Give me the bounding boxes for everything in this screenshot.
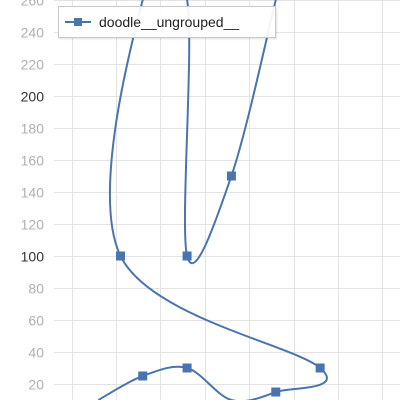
grid [54, 0, 400, 400]
y-tick-label: 100 [21, 249, 45, 265]
y-tick-label: 180 [21, 121, 45, 137]
y-tick-label: 20 [28, 377, 44, 393]
series-line [97, 0, 328, 400]
y-tick-label: 120 [21, 217, 45, 233]
y-tick-label: 200 [21, 89, 45, 105]
y-tick-label: 40 [28, 345, 44, 361]
y-tick-label: 60 [28, 313, 44, 329]
y-tick-label: 80 [28, 281, 44, 297]
data-point-marker [182, 363, 192, 373]
y-tick-label: 160 [21, 153, 45, 169]
legend-series-swatch [65, 18, 91, 26]
y-tick-label: 140 [21, 185, 45, 201]
y-tick-label: 220 [21, 57, 45, 73]
series-layer [97, 0, 328, 400]
data-point-marker [226, 171, 236, 181]
marker-layer [116, 171, 325, 397]
legend[interactable]: doodle__ungrouped__ [58, 6, 276, 38]
data-point-marker [138, 371, 148, 381]
legend-series-label: doodle__ungrouped__ [99, 14, 240, 30]
y-tick-label: 240 [21, 25, 45, 41]
data-point-marker [182, 251, 192, 261]
data-point-marker [116, 251, 126, 261]
data-point-marker [315, 363, 325, 373]
y-axis-ticks: 20 40 60 80 100 120 140 160 180 200 220 240 260 [21, 0, 45, 393]
y-tick-label: 260 [21, 0, 45, 9]
data-point-marker [271, 387, 281, 397]
